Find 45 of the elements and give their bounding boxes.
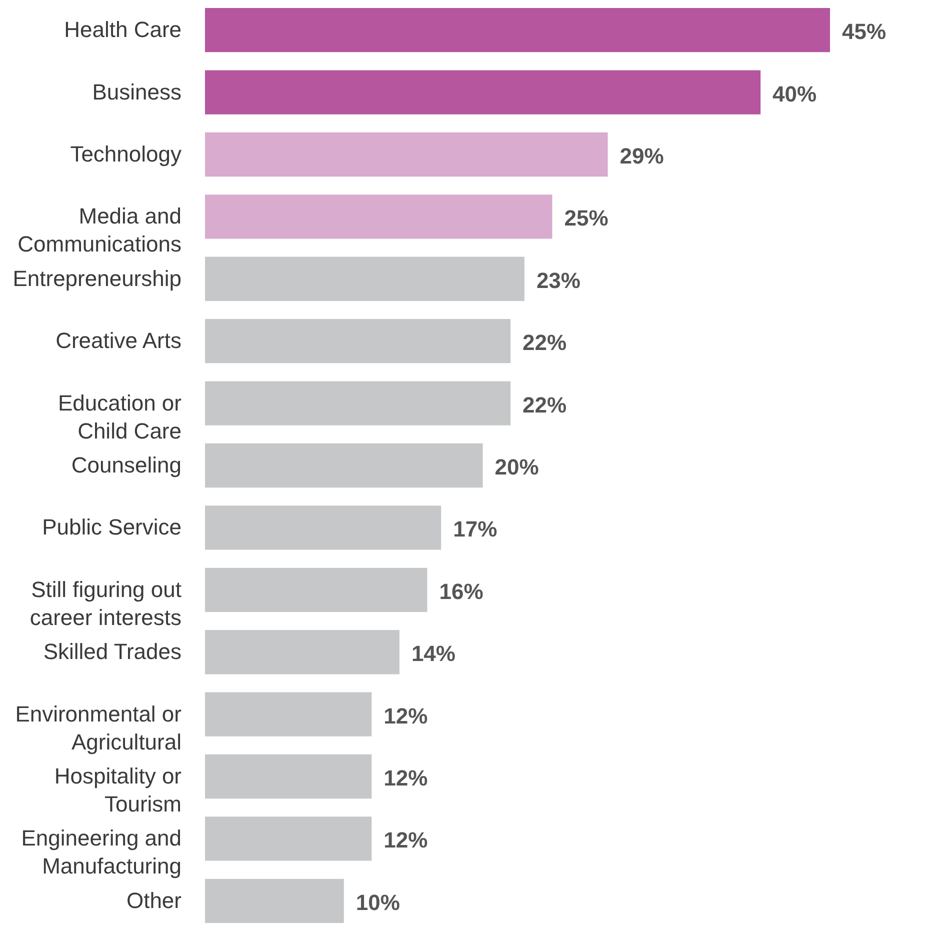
bar bbox=[205, 506, 442, 550]
y-tick-label: Hospitality or Tourism bbox=[54, 764, 182, 817]
data-label: 22% bbox=[522, 392, 567, 418]
bar bbox=[205, 319, 511, 364]
data-label: 17% bbox=[453, 516, 498, 542]
y-tick-label: Health Care bbox=[64, 17, 182, 42]
y-tick-label: Engineering and Manufacturing bbox=[21, 826, 182, 879]
y-tick-label: Education or Child Care bbox=[58, 390, 182, 444]
y-tick-label: Still figuring out career interests bbox=[30, 576, 182, 630]
bar bbox=[205, 630, 400, 674]
y-tick-label: Public Service bbox=[42, 514, 182, 540]
bar bbox=[205, 568, 428, 612]
data-label: 10% bbox=[356, 890, 400, 915]
data-label: 12% bbox=[384, 766, 428, 791]
bar bbox=[205, 692, 372, 736]
y-tick-label: Media and Communications bbox=[18, 204, 182, 257]
data-label: 23% bbox=[536, 268, 580, 293]
y-tick-label: Technology bbox=[70, 141, 182, 166]
bar bbox=[205, 878, 344, 923]
bar bbox=[205, 256, 524, 301]
bar bbox=[205, 132, 608, 177]
bar bbox=[205, 816, 372, 861]
y-tick-label: Skilled Trades bbox=[43, 639, 182, 664]
data-label: 14% bbox=[411, 641, 456, 666]
bar bbox=[205, 70, 761, 114]
data-label: 16% bbox=[439, 578, 484, 604]
y-tick-label: Other bbox=[126, 888, 182, 913]
y-tick-label: Business bbox=[92, 79, 182, 104]
y-tick-label: Creative Arts bbox=[56, 328, 182, 354]
y-tick-label: Environmental or Agricultural bbox=[15, 701, 182, 754]
bar bbox=[205, 381, 511, 426]
bar bbox=[205, 8, 830, 52]
data-label: 29% bbox=[620, 143, 664, 168]
bar bbox=[205, 754, 372, 799]
data-label: 12% bbox=[384, 828, 428, 853]
data-label: 40% bbox=[772, 81, 817, 106]
data-label: 12% bbox=[384, 703, 428, 728]
bar bbox=[205, 194, 552, 239]
y-tick-label: Entrepreneurship bbox=[12, 266, 182, 291]
data-label: 25% bbox=[564, 206, 608, 231]
data-label: 45% bbox=[842, 19, 886, 44]
data-label: 22% bbox=[522, 330, 567, 356]
data-label: 20% bbox=[494, 454, 539, 480]
y-tick-label: Counseling bbox=[71, 452, 182, 478]
bar bbox=[205, 443, 483, 488]
